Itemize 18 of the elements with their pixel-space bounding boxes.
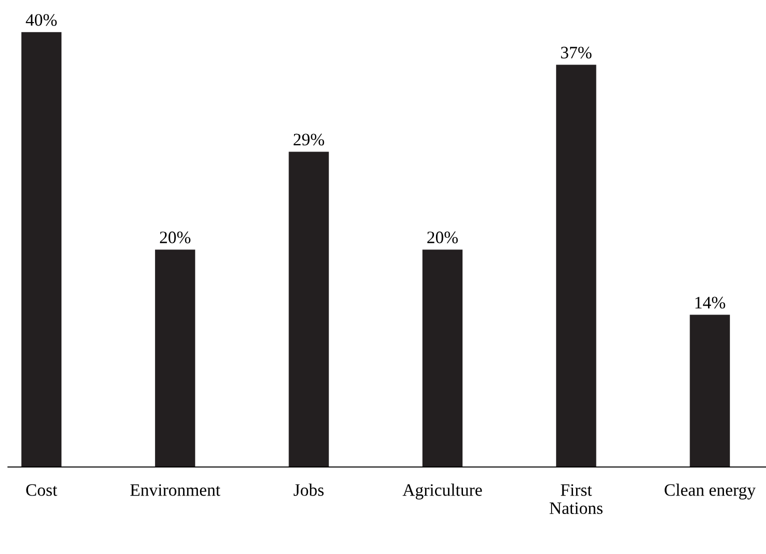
bar (288, 152, 329, 467)
bar (422, 250, 463, 467)
data-label: 37% (561, 46, 592, 59)
bar (690, 314, 730, 467)
data-label: 29% (294, 134, 324, 146)
x-tick-label: First Nations (550, 484, 603, 514)
bar (155, 250, 196, 467)
data-label: 20% (160, 232, 190, 244)
x-tick-label: Agriculture (402, 484, 482, 500)
x-tick-label: Cost (26, 484, 58, 496)
bar (556, 64, 596, 467)
data-label: 20% (427, 232, 458, 244)
x-tick-label: Environment (130, 484, 220, 496)
x-tick-label: Jobs (294, 484, 324, 496)
data-label: 40% (26, 14, 57, 26)
x-tick-label: Clean energy (664, 484, 756, 500)
bar (21, 32, 62, 467)
data-label: 14% (695, 296, 726, 309)
